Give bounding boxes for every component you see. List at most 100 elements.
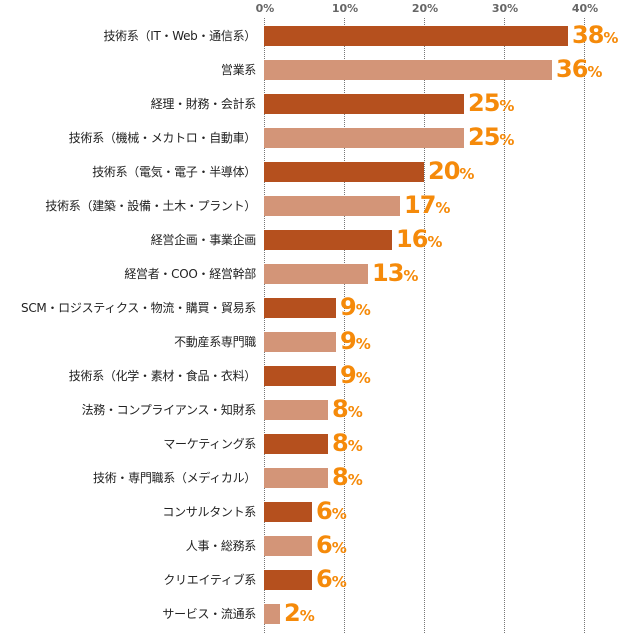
x-tick-label: 30%	[491, 2, 519, 15]
bar	[264, 468, 328, 488]
data-label-percent: %	[355, 301, 371, 319]
category-label: 営業系	[220, 63, 256, 77]
category-label: 技術系（機械・メカトロ・自動車）	[68, 131, 257, 145]
category-label: クリエイティブ系	[163, 573, 256, 587]
data-label: 8%	[332, 465, 363, 492]
data-label-value: 25	[468, 123, 500, 151]
bar	[264, 366, 336, 386]
data-label-value: 2	[284, 599, 301, 627]
category-label: サービス・流通系	[162, 607, 256, 621]
gridline	[424, 18, 425, 633]
data-label-value: 13	[372, 259, 404, 287]
data-label-percent: %	[587, 63, 603, 81]
data-label-percent: %	[435, 199, 451, 217]
data-label-percent: %	[331, 539, 347, 557]
x-tick-label: 20%	[411, 2, 439, 15]
category-label: コンサルタント系	[162, 505, 256, 519]
bar	[264, 230, 392, 250]
data-label-value: 9	[340, 327, 357, 355]
data-label-value: 8	[332, 395, 349, 423]
bar	[264, 60, 552, 80]
bar	[264, 196, 400, 216]
data-label-value: 8	[332, 429, 349, 457]
data-label-value: 17	[404, 191, 436, 219]
data-label-value: 36	[556, 55, 588, 83]
category-label: 経営企画・事業企画	[150, 233, 257, 247]
bar	[264, 434, 328, 454]
data-label-value: 8	[332, 463, 349, 491]
data-label: 25%	[468, 91, 514, 118]
category-label: 技術系（IT・Web・通信系）	[103, 29, 256, 43]
data-label: 9%	[340, 363, 371, 390]
bar	[264, 400, 328, 420]
data-label-value: 9	[340, 293, 357, 321]
bar	[264, 94, 464, 114]
data-label-percent: %	[603, 29, 619, 47]
data-label: 9%	[340, 295, 371, 322]
data-label-percent: %	[499, 97, 515, 115]
bar	[264, 298, 336, 318]
data-label-value: 6	[316, 565, 333, 593]
category-label: 技術系（化学・素材・食品・衣料）	[68, 369, 257, 383]
data-label-percent: %	[331, 573, 347, 591]
category-label: 人事・総務系	[185, 539, 257, 553]
data-label: 17%	[404, 193, 450, 220]
category-label: SCM・ロジスティクス・物流・購買・貿易系	[21, 301, 256, 315]
bar	[264, 26, 568, 46]
data-label: 38%	[572, 23, 618, 50]
data-label-value: 16	[396, 225, 428, 253]
gridline	[264, 18, 265, 633]
bar	[264, 536, 312, 556]
data-label: 25%	[468, 125, 514, 152]
data-label-percent: %	[459, 165, 475, 183]
data-label-value: 38	[572, 21, 604, 49]
data-label-value: 20	[428, 157, 460, 185]
data-label: 16%	[396, 227, 442, 254]
bar	[264, 162, 424, 182]
data-label: 13%	[372, 261, 418, 288]
data-label: 8%	[332, 431, 363, 458]
data-label-value: 9	[340, 361, 357, 389]
category-label: 技術系（電気・電子・半導体）	[92, 165, 256, 179]
data-label: 6%	[316, 533, 347, 560]
x-tick-label: 40%	[571, 2, 599, 15]
data-label-percent: %	[347, 471, 363, 489]
data-label-percent: %	[331, 505, 347, 523]
x-tick-label: 0%	[255, 2, 275, 15]
gridline	[504, 18, 505, 633]
category-label: 技術系（建築・設備・土木・プラント）	[45, 199, 256, 213]
bar	[264, 570, 312, 590]
x-tick-label: 10%	[331, 2, 359, 15]
data-label: 6%	[316, 499, 347, 526]
data-label: 6%	[316, 567, 347, 594]
data-label-value: 25	[468, 89, 500, 117]
bar	[264, 604, 280, 624]
data-label-value: 6	[316, 531, 333, 559]
data-label-percent: %	[347, 437, 363, 455]
data-label: 8%	[332, 397, 363, 424]
bar	[264, 128, 464, 148]
category-label: 経営者・COO・経営幹部	[124, 267, 256, 281]
gridline	[344, 18, 345, 633]
bar	[264, 332, 336, 352]
category-label: 不動産系専門職	[174, 335, 256, 349]
data-label-percent: %	[355, 335, 371, 353]
category-label: 法務・コンプライアンス・知財系	[81, 403, 257, 417]
data-label: 2%	[284, 601, 315, 628]
data-label: 9%	[340, 329, 371, 356]
category-label: マーケティング系	[163, 437, 256, 451]
category-label: 技術・専門職系（メディカル）	[93, 471, 256, 485]
data-label: 20%	[428, 159, 474, 186]
data-label-percent: %	[299, 607, 315, 625]
data-label-percent: %	[427, 233, 443, 251]
data-label: 36%	[556, 57, 602, 84]
data-label-percent: %	[403, 267, 419, 285]
bar	[264, 502, 312, 522]
data-label-percent: %	[347, 403, 363, 421]
data-label-percent: %	[499, 131, 515, 149]
gridline	[584, 18, 585, 633]
data-label-value: 6	[316, 497, 333, 525]
data-label-percent: %	[355, 369, 371, 387]
bar	[264, 264, 368, 284]
